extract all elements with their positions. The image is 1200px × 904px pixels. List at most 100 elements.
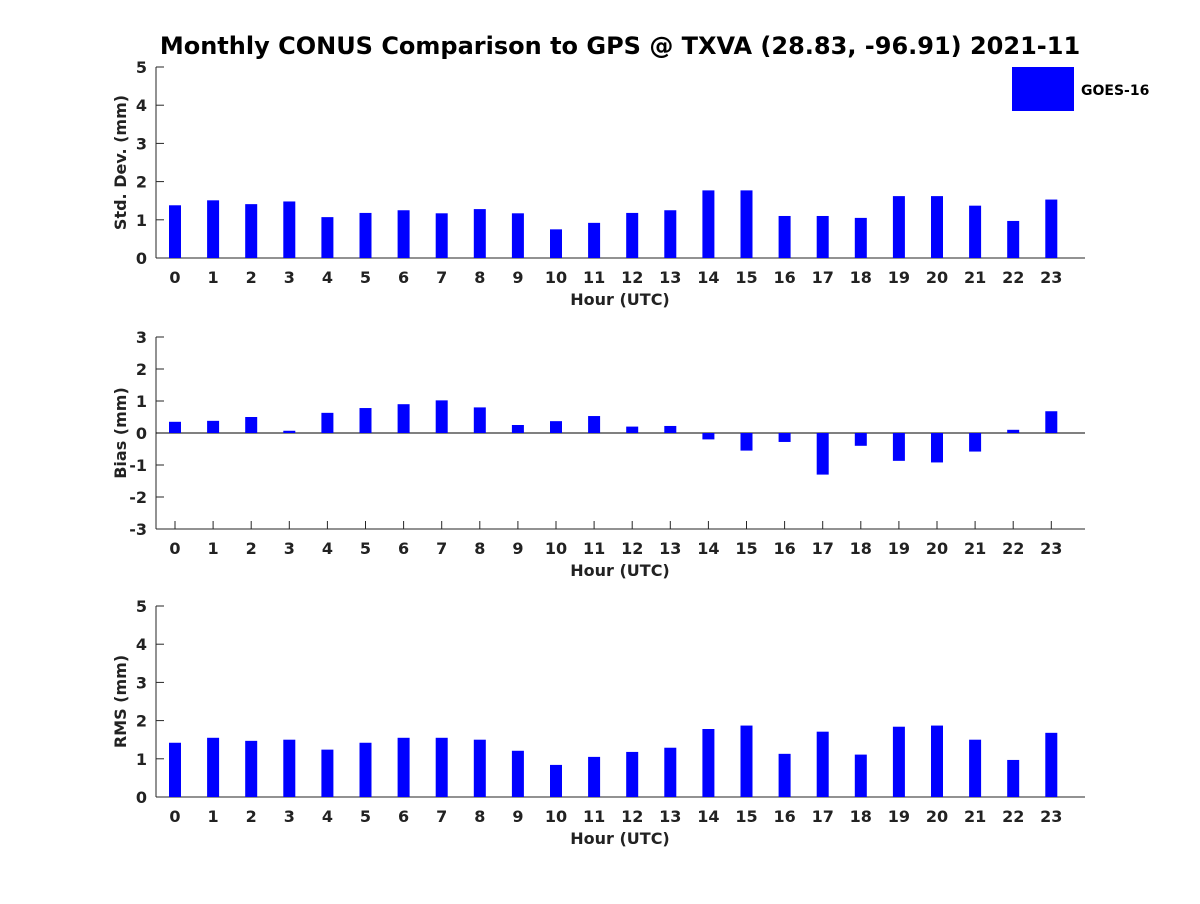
x-tick-label: 8 <box>474 807 485 826</box>
bar-hour-13 <box>664 425 677 433</box>
x-tick-label: 2 <box>246 539 257 558</box>
bar-hour-17 <box>816 433 829 475</box>
bar-hour-5 <box>359 212 372 258</box>
x-tick-label: 8 <box>474 539 485 558</box>
x-tick-label: 11 <box>583 268 605 287</box>
x-tick-label: 18 <box>850 268 872 287</box>
x-tick-label: 4 <box>322 539 333 558</box>
x-tick-label: 20 <box>926 539 948 558</box>
x-tick-label: 16 <box>773 539 795 558</box>
x-tick-label: 2 <box>246 268 257 287</box>
x-tick-label: 18 <box>850 807 872 826</box>
bar-hour-8 <box>473 209 486 258</box>
bar-hour-20 <box>931 725 943 797</box>
bar-hour-14 <box>702 433 715 440</box>
bar-hour-6 <box>397 737 410 797</box>
x-tick-label: 23 <box>1040 807 1062 826</box>
x-tick-label: 1 <box>208 268 219 287</box>
x-tick-label: 16 <box>773 268 795 287</box>
bar-hour-12 <box>626 212 639 258</box>
bar-hour-22 <box>1007 429 1020 433</box>
bar-hour-8 <box>473 739 486 797</box>
x-tick-label: 0 <box>169 268 180 287</box>
bar-hour-15 <box>740 190 753 258</box>
x-tick-label: 12 <box>621 539 643 558</box>
x-tick-label: 13 <box>659 539 681 558</box>
bar-hour-19 <box>892 196 905 258</box>
y-tick-label: -2 <box>129 488 147 507</box>
legend-label-goes-16: GOES-16 <box>1081 83 1149 99</box>
x-tick-label: 6 <box>398 539 409 558</box>
bar-hour-16 <box>778 433 791 442</box>
x-tick-label: 22 <box>1002 539 1024 558</box>
bar-hour-3 <box>283 430 296 433</box>
bar-hour-0 <box>169 205 181 258</box>
bar-hour-21 <box>969 433 982 452</box>
bar-hour-11 <box>588 756 601 797</box>
bar-hour-6 <box>397 210 410 258</box>
y-tick-label: 3 <box>136 673 147 692</box>
x-tick-label: 15 <box>735 539 757 558</box>
bar-hour-1 <box>207 420 220 433</box>
x-tick-label: 4 <box>322 268 333 287</box>
bar-hour-12 <box>626 426 639 433</box>
bar-hour-19 <box>892 726 905 797</box>
bar-hour-14 <box>702 190 715 258</box>
bar-hour-4 <box>321 412 334 433</box>
bar-hour-12 <box>626 751 639 797</box>
y-tick-label: 3 <box>136 328 147 347</box>
bar-hour-23 <box>1045 199 1058 258</box>
x-tick-label: 9 <box>512 807 523 826</box>
y-tick-label: 4 <box>136 635 147 654</box>
x-tick-label: 9 <box>512 539 523 558</box>
bar-hour-20 <box>931 433 943 463</box>
bar-hour-10 <box>550 764 562 797</box>
bar-hour-7 <box>435 400 448 433</box>
bar-hour-22 <box>1007 220 1020 258</box>
y-axis-label: Std. Dev. (mm) <box>111 95 130 230</box>
bar-hour-11 <box>588 416 601 433</box>
y-tick-label: -3 <box>129 520 147 539</box>
bar-hour-9 <box>511 425 524 433</box>
x-tick-label: 9 <box>512 268 523 287</box>
bar-hour-2 <box>245 204 258 258</box>
bar-hour-18 <box>854 433 867 446</box>
x-tick-label: 22 <box>1002 807 1024 826</box>
x-tick-label: 17 <box>812 807 834 826</box>
x-tick-label: 19 <box>888 268 910 287</box>
x-tick-label: 0 <box>169 807 180 826</box>
y-tick-label: 0 <box>136 788 147 807</box>
x-tick-label: 3 <box>284 807 295 826</box>
y-tick-label: 3 <box>136 134 147 153</box>
bar-hour-9 <box>511 213 524 258</box>
bar-hour-14 <box>702 729 715 797</box>
bar-hour-2 <box>245 740 258 797</box>
x-tick-label: 6 <box>398 268 409 287</box>
x-tick-label: 3 <box>284 268 295 287</box>
x-tick-label: 8 <box>474 268 485 287</box>
y-tick-label: 5 <box>136 58 147 77</box>
bar-hour-21 <box>969 205 982 258</box>
x-tick-label: 7 <box>436 807 447 826</box>
bar-hour-13 <box>664 210 677 258</box>
x-tick-label: 6 <box>398 807 409 826</box>
bar-hour-10 <box>550 421 562 433</box>
bar-hour-0 <box>169 742 181 797</box>
x-tick-label: 20 <box>926 807 948 826</box>
bar-hour-16 <box>778 753 791 797</box>
x-tick-label: 17 <box>812 539 834 558</box>
x-tick-label: 11 <box>583 539 605 558</box>
legend: GOES-16 <box>1012 67 1149 111</box>
bar-hour-11 <box>588 222 601 258</box>
x-tick-label: 14 <box>697 268 719 287</box>
x-tick-label: 21 <box>964 539 986 558</box>
x-tick-label: 16 <box>773 807 795 826</box>
x-tick-label: 23 <box>1040 268 1062 287</box>
bar-hour-17 <box>816 215 829 258</box>
